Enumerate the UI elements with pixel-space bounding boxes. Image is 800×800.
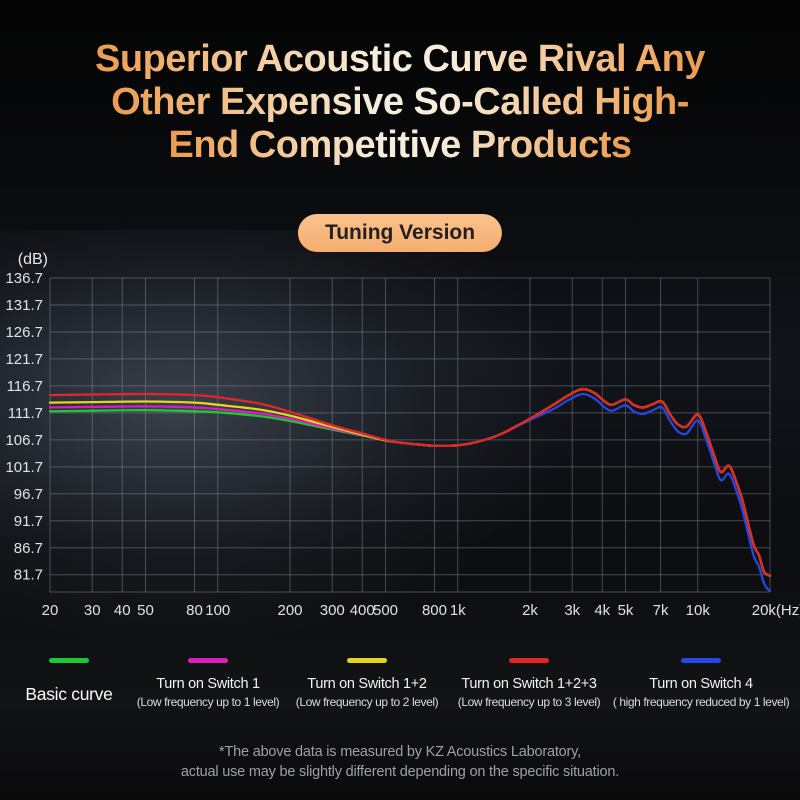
x-tick-label-10k: 10k xyxy=(686,602,711,619)
y-axis-unit-label: (dB) xyxy=(18,251,48,268)
y-tick-label-131.7: 131.7 xyxy=(5,297,43,314)
x-tick-label-5k: 5k xyxy=(618,602,634,619)
legend-item-switch-1-2: Turn on Switch 1+2 (Low frequency up to … xyxy=(291,658,443,709)
x-tick-label-80: 80 xyxy=(186,602,203,619)
legend-item-switch-1: Turn on Switch 1 (Low frequency up to 1 … xyxy=(132,658,284,709)
disclaimer-line-2: actual use may be slightly different dep… xyxy=(180,764,620,780)
x-tick-label-20: 20 xyxy=(42,602,59,619)
y-tick-label-116.7: 116.7 xyxy=(7,378,43,395)
legend-swatch-yellow xyxy=(347,658,387,663)
y-tick-label-101.7: 101.7 xyxy=(5,459,43,476)
y-tick-label-126.7: 126.7 xyxy=(5,324,43,341)
x-tick-label-800: 800 xyxy=(422,602,447,619)
x-tick-label-20k(Hz): 20k(Hz) xyxy=(752,602,800,619)
y-tick-label-81.7: 81.7 xyxy=(14,567,43,584)
y-tick-label-136.7: 136.7 xyxy=(5,270,43,287)
y-tick-label-96.7: 96.7 xyxy=(14,486,43,503)
legend-swatch-green xyxy=(49,658,89,663)
y-tick-label-106.7: 106.7 xyxy=(5,432,43,449)
legend-swatch-magenta xyxy=(188,658,228,663)
disclaimer: *The above data is measured by KZ Acoust… xyxy=(0,742,800,782)
x-tick-label-40: 40 xyxy=(114,602,131,619)
x-tick-label-200: 200 xyxy=(277,602,302,619)
y-tick-label-91.7: 91.7 xyxy=(14,513,43,530)
legend-swatch-blue xyxy=(681,658,721,663)
x-tick-label-30: 30 xyxy=(84,602,101,619)
x-tick-label-3k: 3k xyxy=(564,602,580,619)
tuning-version-badge: Tuning Version xyxy=(297,214,503,252)
x-tick-label-4k: 4k xyxy=(594,602,610,619)
chart-legend: Basic curve Turn on Switch 1 (Low freque… xyxy=(0,658,800,709)
y-tick-label-121.7: 121.7 xyxy=(5,351,43,368)
curve-switch123 xyxy=(48,387,772,577)
title-line-2: Other Expensive So-Called High- xyxy=(111,81,689,123)
title-line-3: End Competitive Products xyxy=(168,124,632,166)
page-title: Superior Acoustic Curve Rival Any Other … xyxy=(0,38,800,167)
legend-swatch-red xyxy=(509,658,549,663)
y-tick-label-86.7: 86.7 xyxy=(14,540,43,557)
x-tick-label-2k: 2k xyxy=(522,602,538,619)
x-tick-label-1k: 1k xyxy=(450,602,466,619)
x-tick-label-7k: 7k xyxy=(653,602,669,619)
title-line-1: Superior Acoustic Curve Rival Any xyxy=(95,38,705,80)
disclaimer-line-1: *The above data is measured by KZ Acoust… xyxy=(219,744,581,760)
x-tick-label-100: 100 xyxy=(205,602,230,619)
legend-item-switch-1-2-3: Turn on Switch 1+2+3 (Low frequency up t… xyxy=(450,658,608,709)
x-tick-label-300: 300 xyxy=(320,602,345,619)
y-tick-label-111.7: 111.7 xyxy=(8,405,43,422)
x-tick-label-500: 500 xyxy=(373,602,398,619)
legend-item-basic-curve: Basic curve xyxy=(13,658,125,705)
x-tick-label-50: 50 xyxy=(137,602,154,619)
curve-switch4 xyxy=(48,392,772,593)
legend-item-switch-4: Turn on Switch 4 ( high frequency reduce… xyxy=(613,658,790,709)
x-tick-label-400: 400 xyxy=(350,602,375,619)
